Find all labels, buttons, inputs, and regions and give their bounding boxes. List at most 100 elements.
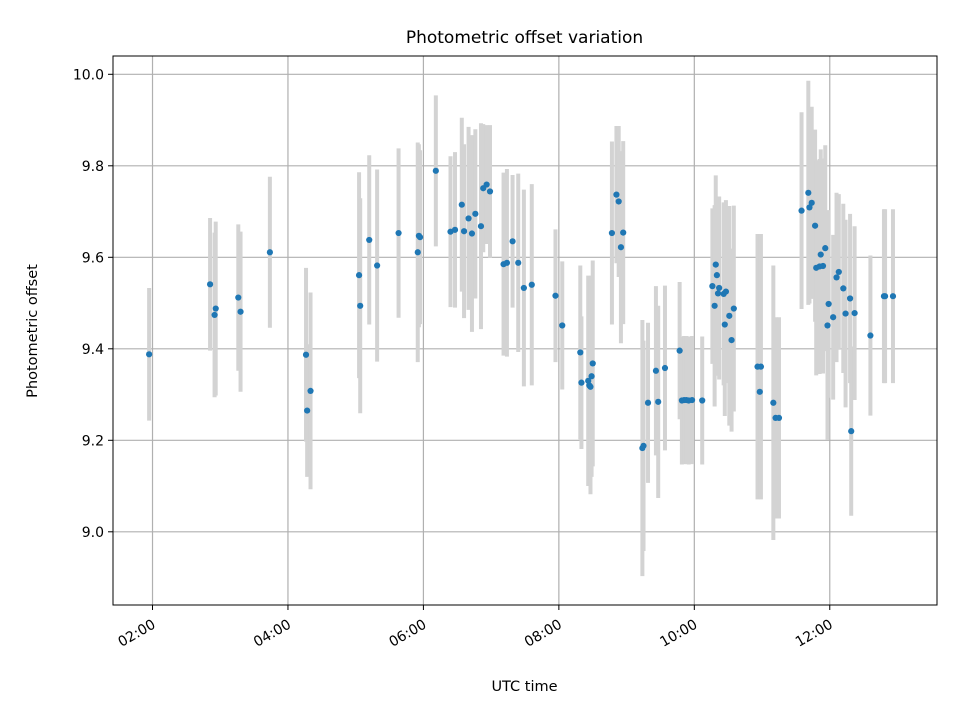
data-point [757,363,765,370]
data-point [851,310,858,317]
data-point [509,238,516,245]
data-point [414,249,421,256]
data-point [589,360,596,367]
data-point [730,305,737,312]
data-point [881,293,889,300]
data-point [676,347,683,354]
data-point [806,204,813,211]
data-point [721,321,728,328]
data-point [302,351,310,358]
data-point [699,397,706,404]
data-point [716,284,723,292]
data-point [458,201,465,208]
y-tick-label: 9.2 [82,433,104,449]
data-point [416,234,424,241]
data-point [846,295,854,302]
y-tick-label: 9.6 [82,250,104,266]
data-point [608,229,616,237]
data-point [615,198,622,205]
data-point [652,367,660,374]
data-point [867,332,874,339]
data-point [355,272,363,279]
data-point [432,167,439,174]
data-point [775,414,783,421]
data-point [819,262,827,270]
data-point [824,322,831,329]
data-point [472,210,479,217]
data-point [477,223,485,230]
data-point [617,244,625,251]
data-point [709,283,716,290]
data-point [366,236,373,244]
data-point [483,181,490,188]
data-point [460,228,468,235]
data-point [235,294,242,301]
data-point [722,288,730,295]
data-point [840,285,847,292]
data-points [146,167,897,452]
plot-frame [112,55,938,606]
data-point [808,199,815,206]
data-point [206,281,214,288]
data-point [588,373,595,380]
y-tick-label: 9.8 [82,159,104,175]
y-tick-label: 9.4 [82,342,104,358]
data-point [266,249,273,256]
data-point [613,191,620,198]
data-point [212,305,219,312]
data-point [146,351,153,358]
data-point [578,379,585,386]
data-point [307,387,314,394]
data-point [833,274,840,281]
x-axis-label: UTC time [491,679,557,695]
data-point [395,229,402,237]
data-point [552,292,559,299]
data-point [712,261,719,268]
data-point [726,312,733,319]
y-tick-label: 10.0 [73,67,104,83]
data-point [644,399,652,406]
data-point [304,407,311,414]
data-point [825,300,832,308]
data-point [486,188,494,195]
data-point [374,262,381,269]
y-tick-label: 9.0 [82,525,104,541]
data-point [770,399,777,406]
data-point [587,383,594,390]
data-point [688,396,696,404]
data-point [577,349,584,356]
data-point [237,308,244,315]
data-point [620,229,627,236]
data-point [805,189,812,196]
data-point [835,268,842,276]
data-point [728,337,735,344]
data-point [528,281,535,288]
data-point [357,302,364,309]
data-point [842,310,849,317]
data-point [661,364,669,372]
data-point [211,311,218,319]
data-point [830,314,837,321]
y-axis-label: Photometric offset [25,264,41,398]
data-point [713,272,720,279]
data-point [714,290,722,297]
data-point [817,251,824,258]
data-point [711,302,718,309]
data-point [465,215,472,222]
chart-title: Photometric offset variation [406,28,643,48]
data-point [515,259,522,266]
data-point [655,398,662,405]
data-point [848,428,855,435]
data-point [822,245,829,252]
data-point [468,230,476,237]
data-point [451,226,459,233]
data-point [756,388,763,395]
data-point [798,207,805,214]
data-point [640,442,647,449]
data-point [889,293,897,300]
data-point [520,284,527,292]
data-point [811,222,819,229]
data-point [503,259,511,266]
data-point [559,322,566,329]
